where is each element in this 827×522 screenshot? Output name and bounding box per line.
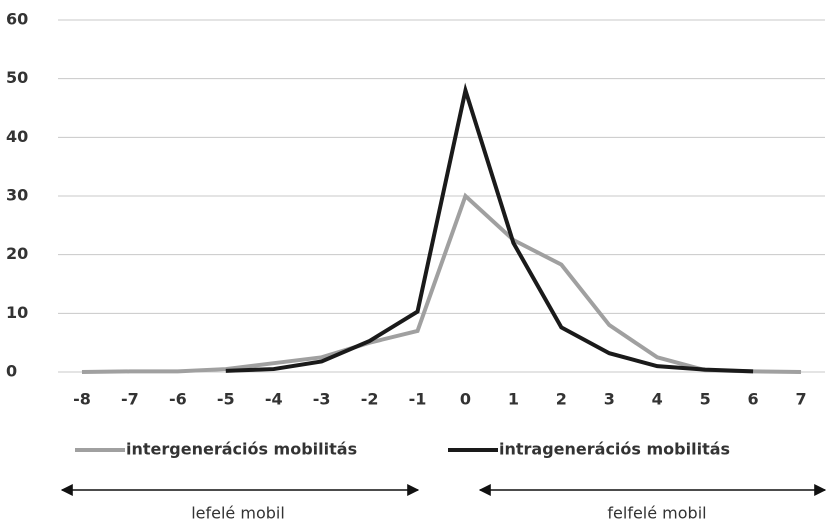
x-tick-label: 2 — [556, 390, 567, 409]
y-tick-label: 0 — [6, 362, 17, 381]
x-tick-label: -5 — [217, 390, 235, 409]
x-tick-label: 6 — [748, 390, 759, 409]
y-tick-label: 40 — [6, 127, 28, 146]
x-tick-label: 1 — [508, 390, 519, 409]
x-tick-label: -3 — [313, 390, 331, 409]
x-tick-label: -7 — [121, 390, 139, 409]
series-line — [81, 192, 802, 374]
x-tick-label: 5 — [700, 390, 711, 409]
legend-label: intragenerációs mobilitás — [499, 440, 730, 459]
legend-label: intergenerációs mobilitás — [126, 440, 357, 459]
x-tick-label: -2 — [361, 390, 379, 409]
x-tick-label: 7 — [795, 390, 806, 409]
y-tick-label: 30 — [6, 186, 28, 205]
x-tick-label: 3 — [604, 390, 615, 409]
x-tick-label: -8 — [73, 390, 91, 409]
y-tick-label: 50 — [6, 68, 28, 87]
x-tick-label: 0 — [460, 390, 471, 409]
y-tick-label: 10 — [6, 303, 28, 322]
series-line — [225, 82, 754, 374]
y-tick-label: 20 — [6, 244, 28, 263]
x-tick-label: 4 — [652, 390, 663, 409]
x-tick-label: -6 — [169, 390, 187, 409]
x-tick-label: -4 — [265, 390, 283, 409]
annotation: lefelé mobil — [191, 504, 285, 522]
annotation: felfelé mobil — [607, 504, 706, 522]
y-tick-label: 60 — [6, 10, 28, 29]
x-tick-label: -1 — [409, 390, 427, 409]
